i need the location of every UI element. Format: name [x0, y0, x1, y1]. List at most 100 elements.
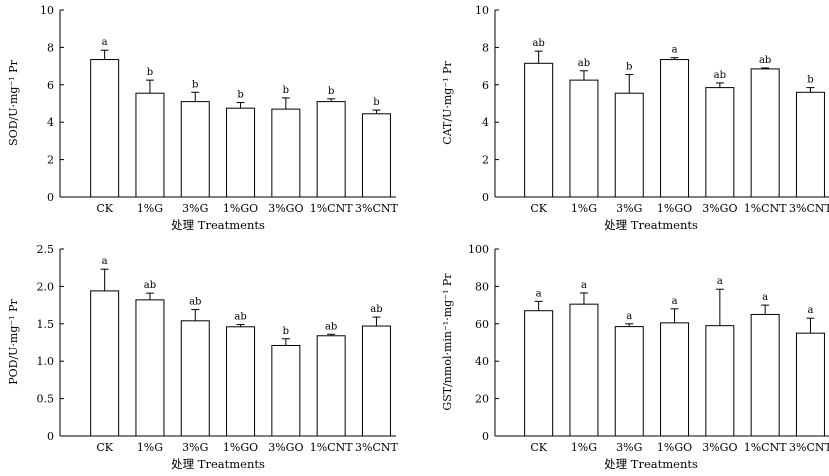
pod-bar	[180, 320, 210, 437]
cat-x-axis-title: 处理 Treatments	[604, 218, 698, 232]
pod-y-tick-label: 0.5	[37, 393, 55, 406]
gst-significance-label: a	[762, 292, 768, 303]
pod-bar	[90, 290, 120, 437]
gst-category-label: CK	[530, 441, 547, 454]
sod-significance-label: b	[192, 79, 198, 90]
pod-category-label: 1%GO	[223, 441, 258, 454]
sod-bar	[135, 92, 165, 198]
pod-category-label: 3%GO	[268, 441, 303, 454]
cat-bar	[569, 79, 599, 198]
pod-y-tick-label: 2.5	[37, 243, 55, 256]
cat-significance-label: a	[672, 45, 678, 56]
sod-category-label: 1%G	[137, 202, 163, 215]
gst-bar	[795, 332, 825, 437]
sod-chart-panel: 0 2 4 6 8 10 a CK b 1%G b 3%G b 1%GO b 3%GO b 1%CNT b 3%CNT…	[7, 4, 399, 232]
pod-y-tick-label: 0	[47, 430, 54, 443]
gst-chart-panel: 0 20 40 60 80 100 a CK a 1%G a 3%G a 1%GO a 3%GO a 1%CNT a…	[441, 243, 829, 471]
cat-significance-label: ab	[714, 70, 726, 81]
sod-bar	[180, 101, 210, 198]
pod-y-tick-label: 1.0	[37, 355, 55, 368]
sod-bar	[90, 59, 120, 198]
pod-chart-panel: 0 0.5 1.0 1.5 2.0 2.5 a CK ab 1%G ab 3%G ab 1%GO b 3%GO…	[7, 243, 399, 471]
pod-category-label: CK	[96, 441, 113, 454]
sod-significance-label: b	[147, 67, 153, 78]
gst-category-label: 1%GO	[657, 441, 692, 454]
pod-y-axis-title: POD/U·mg⁻¹ Pr	[7, 298, 20, 384]
sod-y-tick-label: 8	[47, 41, 54, 54]
gst-y-tick-label: 20	[475, 393, 489, 406]
pod-bar	[361, 325, 391, 437]
pod-significance-label: ab	[189, 297, 201, 308]
sod-bar	[316, 101, 346, 198]
sod-y-tick-label: 0	[47, 191, 54, 204]
gst-bar	[524, 310, 554, 437]
pod-category-label: 1%CNT	[310, 441, 353, 454]
sod-category-label: 1%CNT	[310, 202, 353, 215]
gst-y-tick-label: 100	[468, 243, 489, 256]
sod-y-tick-label: 2	[47, 154, 54, 167]
sod-y-tick-label: 4	[47, 116, 54, 129]
pod-category-label: 1%G	[137, 441, 163, 454]
cat-significance-label: b	[807, 75, 813, 86]
pod-y-tick-label: 2.0	[37, 280, 55, 293]
gst-bar	[614, 326, 644, 437]
gst-significance-label: a	[672, 296, 678, 307]
gst-bar	[660, 322, 690, 437]
cat-bar	[795, 91, 825, 198]
sod-significance-label: b	[328, 86, 334, 97]
gst-y-tick-label: 40	[475, 355, 489, 368]
gst-x-axis-title: 处理 Treatments	[604, 457, 698, 471]
sod-significance-label: b	[373, 97, 379, 108]
cat-category-label: 1%GO	[657, 202, 692, 215]
pod-significance-label: ab	[370, 304, 382, 315]
pod-bar	[135, 299, 165, 437]
pod-category-label: 3%G	[182, 441, 208, 454]
cat-significance-label: ab	[532, 38, 544, 49]
cat-category-label: 3%CNT	[789, 202, 829, 215]
pod-category-label: 3%CNT	[355, 441, 398, 454]
cat-y-tick-label: 6	[482, 79, 489, 92]
cat-bar	[614, 92, 644, 198]
cat-bar	[750, 68, 780, 198]
gst-bar	[705, 325, 735, 437]
gst-category-label: 3%G	[616, 441, 642, 454]
gst-y-tick-label: 60	[475, 318, 489, 331]
cat-category-label: 3%GO	[702, 202, 737, 215]
cat-category-label: 3%G	[616, 202, 642, 215]
sod-bar	[226, 107, 256, 198]
pod-y-tick-label: 1.5	[37, 318, 55, 331]
sod-category-label: 3%GO	[268, 202, 303, 215]
pod-significance-label: ab	[325, 321, 337, 332]
sod-y-tick-label: 10	[40, 4, 54, 17]
pod-bar	[271, 344, 301, 437]
cat-category-label: CK	[530, 202, 547, 215]
gst-y-axis-title: GST/nmol·min⁻¹·mg⁻¹ Pr	[441, 273, 454, 411]
sod-category-label: CK	[96, 202, 113, 215]
cat-y-axis-title: CAT/U·mg⁻¹ Pr	[441, 61, 454, 145]
sod-significance-label: b	[237, 90, 243, 101]
gst-category-label: 3%GO	[702, 441, 737, 454]
gst-significance-label: a	[536, 288, 542, 299]
pod-significance-label: ab	[234, 312, 246, 323]
gst-category-label: 1%CNT	[744, 441, 787, 454]
gst-significance-label: a	[807, 305, 813, 316]
pod-significance-label: b	[283, 326, 289, 337]
pod-bar	[226, 326, 256, 437]
cat-significance-label: ab	[759, 55, 771, 66]
gst-category-label: 3%CNT	[789, 441, 829, 454]
gst-y-tick-label: 80	[475, 280, 489, 293]
gst-bar	[750, 313, 780, 437]
cat-y-tick-label: 2	[482, 154, 489, 167]
sod-significance-label: b	[283, 85, 289, 96]
cat-y-tick-label: 0	[482, 191, 489, 204]
cat-bar	[524, 62, 554, 198]
sod-bar	[271, 108, 301, 198]
gst-y-tick-label: 0	[482, 430, 489, 443]
cat-bar	[705, 87, 735, 198]
cat-y-tick-label: 8	[482, 41, 489, 54]
pod-bar	[316, 335, 346, 437]
gst-significance-label: a	[626, 311, 632, 322]
sod-category-label: 3%G	[182, 202, 208, 215]
cat-category-label: 1%CNT	[744, 202, 787, 215]
cat-bar	[660, 59, 690, 198]
